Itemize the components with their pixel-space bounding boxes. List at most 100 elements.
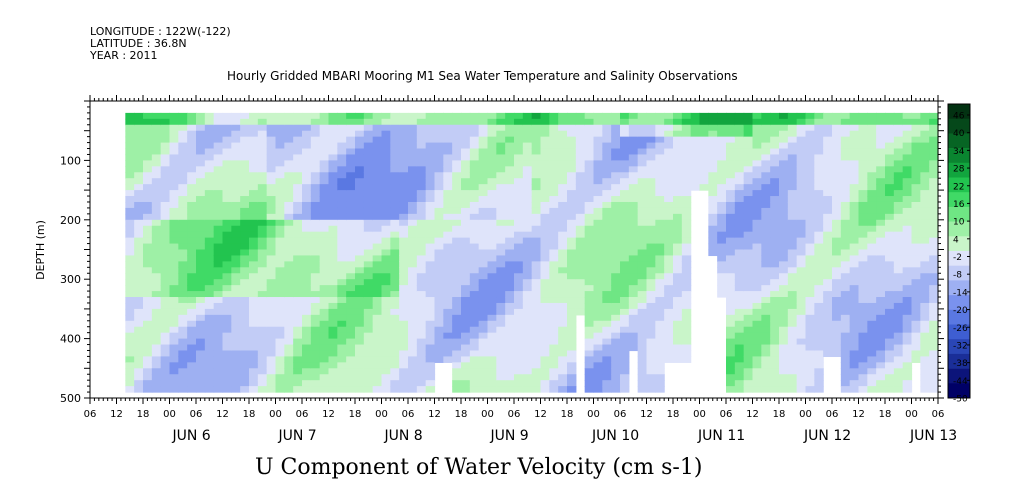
heatmap-cell bbox=[213, 196, 224, 203]
heatmap-cell bbox=[240, 273, 250, 280]
heatmap-cell bbox=[770, 213, 780, 221]
heatmap-cell bbox=[408, 201, 418, 209]
heatmap-cell bbox=[885, 332, 895, 340]
heatmap-cell bbox=[584, 297, 595, 304]
heatmap-cell bbox=[814, 201, 824, 209]
heatmap-cell bbox=[911, 213, 921, 221]
heatmap-cell bbox=[319, 142, 330, 150]
heatmap-cell bbox=[328, 374, 338, 381]
heatmap-cell bbox=[240, 291, 250, 298]
heatmap-cell bbox=[310, 237, 321, 245]
heatmap-cell bbox=[893, 332, 904, 340]
heatmap-cell bbox=[584, 118, 595, 126]
heatmap-cell bbox=[187, 380, 197, 387]
heatmap-cell bbox=[257, 148, 268, 156]
x-hour-tick-label: 06 bbox=[826, 409, 839, 420]
heatmap-cell bbox=[885, 112, 895, 120]
heatmap-cell bbox=[876, 118, 886, 126]
heatmap-cell bbox=[911, 130, 921, 138]
heatmap-cell bbox=[646, 207, 656, 215]
heatmap-cell bbox=[734, 273, 745, 280]
heatmap-cell bbox=[443, 112, 453, 120]
heatmap-cell bbox=[231, 243, 241, 251]
heatmap-cell bbox=[911, 350, 921, 358]
heatmap-cell bbox=[620, 112, 630, 120]
heatmap-cell bbox=[240, 130, 250, 138]
heatmap-cell bbox=[187, 255, 197, 262]
heatmap-cell bbox=[920, 196, 930, 203]
heatmap-cell bbox=[637, 231, 648, 239]
heatmap-cell bbox=[178, 213, 188, 221]
heatmap-cell bbox=[726, 249, 736, 257]
heatmap-cell bbox=[593, 207, 603, 215]
heatmap-cell bbox=[461, 118, 471, 126]
heatmap-cell bbox=[381, 291, 391, 298]
heatmap-cell bbox=[726, 261, 736, 268]
heatmap-cell bbox=[902, 249, 913, 257]
heatmap-cell bbox=[399, 160, 409, 167]
heatmap-cell bbox=[178, 130, 188, 138]
heatmap-cell bbox=[867, 118, 877, 126]
heatmap-cell bbox=[885, 326, 895, 334]
heatmap-cell bbox=[902, 160, 913, 167]
heatmap-cell bbox=[779, 243, 789, 251]
heatmap-cell bbox=[549, 207, 559, 215]
heatmap-cell bbox=[849, 184, 860, 191]
heatmap-cell bbox=[734, 350, 745, 358]
heatmap-cell bbox=[355, 166, 365, 173]
heatmap-cell bbox=[469, 285, 480, 292]
heatmap-cell bbox=[390, 166, 400, 173]
heatmap-cell bbox=[346, 243, 356, 251]
heatmap-cell bbox=[876, 184, 886, 191]
heatmap-cell bbox=[213, 213, 224, 221]
heatmap-cell bbox=[840, 302, 851, 310]
colorbar-tick-label: -44 bbox=[953, 377, 968, 387]
heatmap-cell bbox=[443, 172, 453, 179]
heatmap-cell bbox=[584, 207, 595, 215]
heatmap-cell bbox=[487, 160, 497, 167]
heatmap-cell bbox=[178, 249, 188, 257]
heatmap-cell bbox=[911, 326, 921, 334]
heatmap-cell bbox=[593, 285, 603, 292]
heatmap-cell bbox=[761, 320, 771, 328]
heatmap-cell bbox=[257, 350, 268, 358]
heatmap-cell bbox=[584, 178, 595, 185]
heatmap-cell bbox=[425, 196, 436, 203]
heatmap-cell bbox=[849, 130, 860, 138]
heatmap-cell bbox=[567, 338, 577, 346]
heatmap-cell bbox=[469, 118, 480, 126]
heatmap-cell bbox=[655, 124, 665, 132]
heatmap-cell bbox=[204, 201, 215, 209]
heatmap-cell bbox=[337, 302, 347, 310]
colorbar-tick-label: 4 bbox=[953, 235, 959, 245]
heatmap-cell bbox=[858, 160, 868, 167]
heatmap-cell bbox=[876, 308, 886, 316]
heatmap-cell bbox=[558, 261, 568, 268]
heatmap-cell bbox=[611, 154, 621, 161]
heatmap-cell bbox=[231, 368, 241, 375]
heatmap-cell bbox=[602, 261, 612, 268]
heatmap-cell bbox=[779, 207, 789, 215]
heatmap-cell bbox=[222, 190, 232, 197]
heatmap-cell bbox=[796, 267, 807, 274]
heatmap-cell bbox=[893, 362, 904, 369]
heatmap-cell bbox=[178, 386, 188, 393]
heatmap-cell bbox=[522, 166, 533, 173]
heatmap-cell bbox=[134, 332, 144, 340]
heatmap-cell bbox=[355, 255, 365, 262]
heatmap-cell bbox=[125, 380, 135, 387]
heatmap-cell bbox=[655, 118, 665, 126]
heatmap-cell bbox=[734, 136, 745, 144]
heatmap-cell bbox=[231, 374, 241, 381]
heatmap-cell bbox=[257, 154, 268, 161]
heatmap-cell bbox=[885, 380, 895, 387]
heatmap-cell bbox=[266, 112, 277, 120]
heatmap-cell bbox=[310, 154, 321, 161]
heatmap-cell bbox=[487, 130, 497, 138]
heatmap-cell bbox=[443, 201, 453, 209]
heatmap-cell bbox=[902, 225, 913, 233]
heatmap-cell bbox=[929, 237, 939, 245]
heatmap-cell bbox=[840, 314, 851, 322]
heatmap-cell bbox=[761, 273, 771, 280]
